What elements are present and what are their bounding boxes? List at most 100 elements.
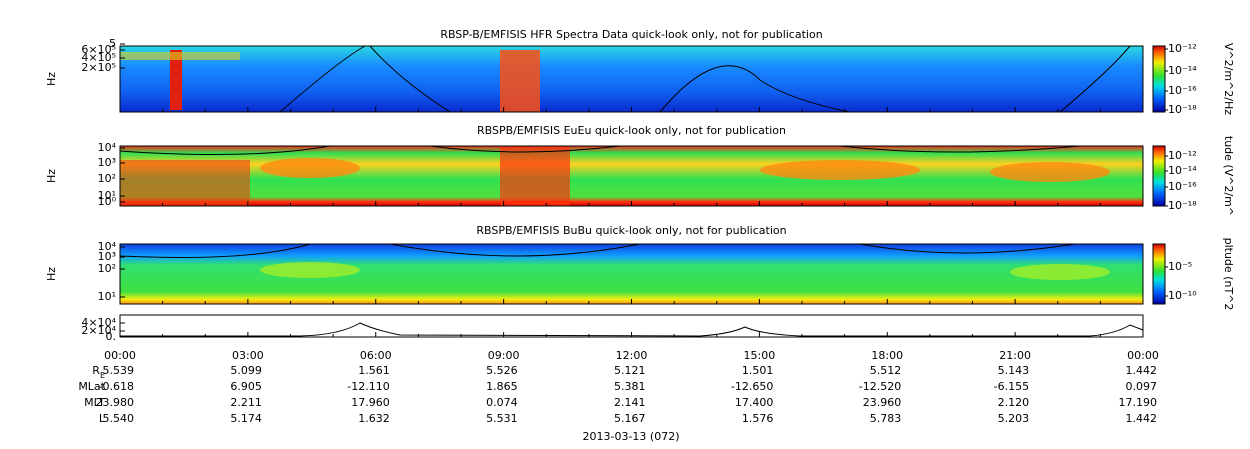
ephemeris-value: 5.143 [998, 364, 1030, 377]
y-axis-label: Hz [45, 72, 58, 86]
y-tick-label: 10¹ [98, 290, 116, 303]
ephemeris-value: 5.526 [486, 364, 518, 377]
colorbar-tick-label: 10⁻¹⁸ [1168, 199, 1197, 212]
fce-curve [119, 145, 1081, 156]
colorbar-tick-label: 10⁻¹⁰ [1168, 289, 1197, 302]
ephemeris-value: 5.203 [998, 412, 1030, 425]
x-tick-label: 03:00 [232, 349, 264, 362]
ephemeris-value: 1.561 [358, 364, 390, 377]
y-tick-label: 10¹ [98, 189, 116, 202]
ephemeris-value: 5.099 [230, 364, 262, 377]
ephemeris-value: 5.121 [614, 364, 646, 377]
x-tick-label: 09:00 [488, 349, 520, 362]
ephemeris-value: 1.501 [742, 364, 774, 377]
ephemeris-label: MLat [78, 380, 105, 393]
colorbar-label: V^2/m^2/Hz [1222, 43, 1235, 115]
ephemeris-value: 5.167 [614, 412, 646, 425]
spectrogram-feature [500, 146, 570, 206]
spectrogram-feature [500, 50, 540, 112]
ephemeris-value: 17.190 [1119, 396, 1158, 409]
spectrogram-feature [1010, 264, 1110, 280]
date-label: 2013-03-13 (072) [582, 430, 679, 443]
spectrogram-feature [120, 52, 240, 60]
ephemeris-value: 23.960 [863, 396, 902, 409]
ephemeris-label-text: L [99, 412, 106, 425]
y-tick-label: 10³ [98, 156, 116, 169]
x-tick-label: 12:00 [616, 349, 648, 362]
ephemeris-label: RE [92, 364, 105, 380]
ephemeris-value: 2.141 [614, 396, 646, 409]
ephemeris-value: 2.211 [230, 396, 262, 409]
ephemeris-value: 5.531 [486, 412, 518, 425]
ephemeris-label-subscript: E [100, 371, 105, 380]
colorbar-tick-label: 10⁻¹² [1168, 42, 1197, 55]
x-tick-label: 15:00 [744, 349, 776, 362]
ephemeris-value: 5.174 [230, 412, 262, 425]
colorbar [1152, 145, 1166, 207]
ephemeris-value: -6.155 [994, 380, 1029, 393]
x-tick-label: 21:00 [999, 349, 1031, 362]
colorbar-tick-label: 10⁻¹² [1168, 149, 1197, 162]
ephemeris-value: -0.618 [99, 380, 134, 393]
y-tick-label: 5 [109, 37, 116, 50]
ephemeris-value: 5.512 [870, 364, 902, 377]
ephemeris-label-text: MLT [84, 396, 105, 409]
y-tick-label: 4×10⁵ [81, 51, 116, 64]
y-tick-label: 10² [98, 172, 116, 185]
colorbar-tick-label: 10⁻¹⁶ [1168, 84, 1197, 97]
ephemeris-value: 1.632 [358, 412, 390, 425]
ephemeris-value: 17.960 [351, 396, 390, 409]
y-tick-label: 10⁴ [98, 240, 117, 253]
panel-title: RBSPB/EMFISIS EuEu quick-look only, not … [477, 124, 786, 137]
y-tick-label: 4×10⁴ [81, 316, 116, 329]
spectrogram [120, 46, 1143, 112]
y-tick-label: 0. [106, 330, 117, 343]
x-tick-label: 06:00 [360, 349, 392, 362]
spectrogram [120, 146, 1143, 206]
colorbar [1152, 45, 1166, 113]
ephemeris-label: L [99, 412, 106, 425]
x-tick-label: 00:00 [104, 349, 136, 362]
y-tick-label: 10³ [98, 250, 116, 263]
ephemeris-value: -12.650 [731, 380, 773, 393]
ephemeris-value: -12.110 [347, 380, 389, 393]
colorbar-tick-label: 10⁻¹⁸ [1168, 103, 1197, 116]
colorbar-label: pltude (nT^2 [1222, 238, 1235, 311]
field-line [120, 322, 1144, 337]
ephemeris-label-text: MLat [78, 380, 105, 393]
y-axis-label: Hz [45, 169, 58, 183]
ephemeris-value: 0.097 [1126, 380, 1158, 393]
ephemeris-value: 0.074 [486, 396, 518, 409]
colorbar-tick-label: 10⁻¹⁴ [1168, 164, 1197, 177]
y-tick-label: 6×10⁵ [81, 43, 116, 56]
colorbar-label: tude (V^2/m^ [1222, 136, 1235, 216]
y-tick-label: 2×10⁵ [81, 61, 116, 74]
spectrogram-feature [260, 262, 360, 278]
x-tick-label: 18:00 [871, 349, 903, 362]
spectrogram-feature [990, 162, 1110, 182]
ephemeris-value: 17.400 [735, 396, 774, 409]
ephemeris-label-text: R [92, 364, 100, 377]
y-tick-label: 10⁴ [98, 141, 117, 154]
ephemeris-value: 1.865 [486, 380, 518, 393]
panel-title: RBSP-B/EMFISIS HFR Spectra Data quick-lo… [440, 28, 822, 41]
colorbar-tick-label: 10⁻¹⁴ [1168, 64, 1197, 77]
spectrogram-feature [260, 158, 360, 178]
spectrogram-feature [170, 50, 182, 110]
ephemeris-label: MLT [84, 396, 105, 409]
ephemeris-value: 23.980 [96, 396, 135, 409]
y-tick-label: 10² [98, 262, 116, 275]
colorbar-tick-label: 10⁻⁵ [1168, 260, 1192, 273]
colorbar-tick-label: 10⁻¹⁶ [1168, 180, 1197, 193]
ephemeris-value: 1.576 [742, 412, 774, 425]
ephemeris-value: 2.120 [998, 396, 1030, 409]
ephemeris-value: 5.783 [870, 412, 902, 425]
ephemeris-value: 6.905 [230, 380, 262, 393]
ephemeris-value: 1.442 [1126, 412, 1158, 425]
panel-title: RBSPB/EMFISIS BuBu quick-look only, not … [476, 224, 786, 237]
ephemeris-value: 5.381 [614, 380, 646, 393]
ephemeris-value: 5.539 [103, 364, 135, 377]
colorbar [1152, 243, 1166, 305]
